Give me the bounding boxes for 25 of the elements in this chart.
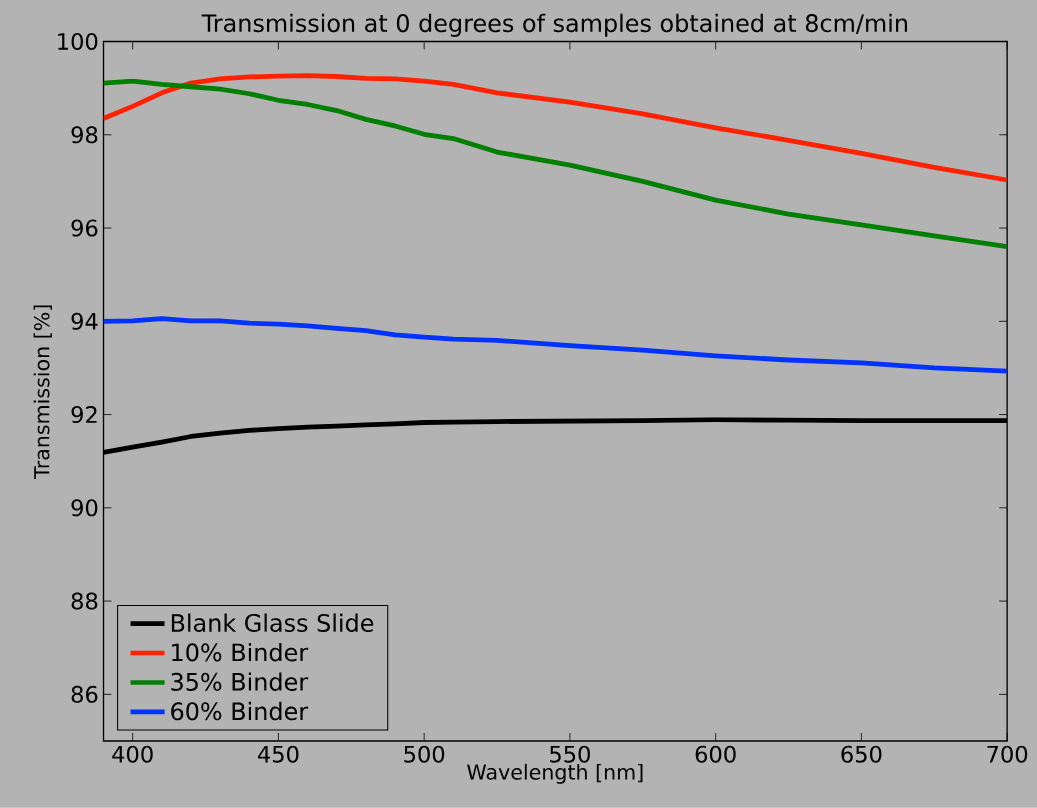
legend-label: Blank Glass Slide bbox=[171, 613, 374, 633]
line-series bbox=[103, 78, 1008, 250]
y-tick-label: 100 bbox=[58, 33, 98, 51]
y-tick-label: 94 bbox=[71, 312, 98, 330]
line-series bbox=[103, 73, 1008, 183]
x-axis-title: Wavelength [nm] bbox=[467, 764, 643, 784]
x-tick-label: 450 bbox=[257, 745, 299, 763]
y-tick-label: 88 bbox=[71, 592, 98, 610]
legend-label: 35% Binder bbox=[171, 672, 309, 692]
legend-label: 10% Binder bbox=[172, 643, 309, 662]
x-tick-label: 600 bbox=[695, 745, 736, 763]
y-tick-label: 92 bbox=[71, 406, 97, 424]
x-tick-label: 500 bbox=[404, 745, 445, 763]
y-tick-label: 96 bbox=[71, 219, 98, 237]
legend-label: 60% Binder bbox=[171, 701, 309, 721]
x-tick-label: 700 bbox=[987, 745, 1028, 763]
y-tick-label: 98 bbox=[71, 126, 98, 144]
chart-title: Transmission at 0 degrees of samples obtained at 8cm/min bbox=[201, 13, 907, 37]
x-tick-label: 650 bbox=[841, 745, 882, 763]
y-tick-label: 86 bbox=[71, 685, 98, 704]
line-series bbox=[103, 316, 1008, 374]
x-tick-label: 400 bbox=[112, 745, 153, 763]
y-axis-title: Transmission [%] bbox=[33, 305, 52, 480]
y-tick-label: 90 bbox=[71, 499, 98, 517]
x-tick-label: 550 bbox=[550, 745, 590, 763]
